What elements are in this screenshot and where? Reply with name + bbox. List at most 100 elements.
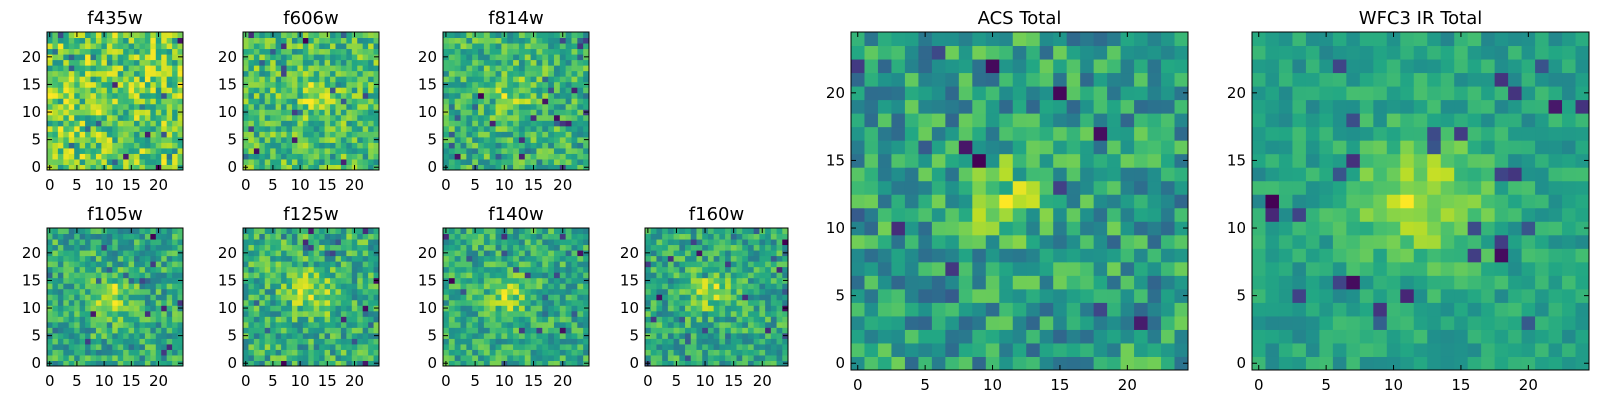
heatmap-cell [577, 142, 584, 149]
heatmap-cell [313, 239, 320, 246]
heatmap-cell [259, 92, 266, 99]
heatmap-cell [972, 234, 987, 249]
heatmap-cell [275, 283, 282, 290]
heatmap-cell [489, 261, 497, 268]
heatmap-cell [330, 136, 336, 143]
heatmap-cell [742, 349, 749, 356]
heatmap-cell [291, 360, 298, 367]
heatmap-cell [357, 360, 364, 367]
heatmap-cell [335, 32, 342, 39]
heatmap-cell [123, 131, 130, 138]
heatmap-cell [448, 338, 456, 345]
heatmap-cell [357, 70, 364, 77]
heatmap-cell [117, 233, 124, 240]
heatmap-cell [79, 233, 86, 240]
heatmap-cell [443, 244, 450, 251]
heatmap-cell [472, 244, 479, 251]
heatmap-cell [313, 294, 320, 301]
heatmap-cell [690, 327, 697, 334]
heatmap-cell [985, 194, 1000, 209]
heatmap-cell [85, 244, 92, 251]
heatmap-cell [513, 239, 520, 246]
heatmap-cell [313, 120, 320, 127]
heatmap-cell [725, 283, 732, 290]
heatmap-cell [177, 288, 184, 295]
heatmap-cell [340, 147, 347, 154]
heatmap-cell [513, 343, 520, 350]
heatmap-cell [90, 48, 97, 55]
heatmap-cell [565, 37, 572, 44]
heatmap-cell [770, 266, 778, 273]
heatmap-cell [47, 266, 53, 273]
heatmap-cell [150, 332, 157, 339]
heatmap-cell [340, 43, 347, 50]
heatmap-cell [460, 327, 467, 334]
heatmap-cell [134, 332, 140, 339]
heatmap-cell [483, 349, 491, 356]
heatmap-cell [63, 261, 70, 268]
heatmap-cell [489, 332, 497, 339]
heatmap-cell [472, 120, 479, 127]
heatmap-cell [177, 131, 184, 138]
heatmap-cell [472, 266, 479, 273]
heatmap-cell [74, 76, 81, 83]
heatmap-cell [507, 147, 514, 154]
heatmap-cell [489, 81, 497, 88]
heatmap-cell [253, 164, 260, 171]
heatmap-cell [918, 194, 933, 209]
heatmap-cell [770, 316, 778, 323]
heatmap-cell [291, 120, 298, 127]
heatmap-cell [373, 131, 380, 138]
x-tick-label: 10 [495, 176, 514, 194]
heatmap-cell [172, 120, 179, 127]
heatmap-cell [259, 103, 266, 110]
heatmap-cell [571, 299, 578, 306]
heatmap-cell [63, 228, 70, 235]
heatmap-cell [63, 109, 70, 116]
heatmap-cell [281, 360, 288, 367]
heatmap-cell [696, 327, 703, 334]
heatmap-cell [57, 81, 64, 88]
heatmap-cell [999, 221, 1014, 236]
heatmap-cell [161, 316, 168, 323]
heatmap-cell [524, 131, 532, 138]
heatmap-cell [155, 338, 162, 345]
heatmap-cell [1026, 342, 1041, 357]
heatmap-cell [673, 343, 680, 350]
heatmap-cell [536, 164, 543, 171]
heatmap-cell [85, 158, 92, 165]
heatmap-cell [466, 37, 473, 44]
heatmap-cell [144, 349, 151, 356]
heatmap-cell [368, 250, 375, 257]
heatmap-cell [507, 131, 514, 138]
heatmap-cell [335, 87, 342, 94]
heatmap-cell [443, 48, 450, 55]
heatmap-cell [373, 98, 380, 105]
heatmap-cells [243, 228, 380, 367]
heatmap-cell [466, 255, 473, 262]
heatmap-cell [1147, 356, 1162, 371]
heatmap-cell [85, 87, 92, 94]
heatmap-cell [483, 136, 491, 143]
heatmap-cell [518, 114, 526, 121]
heatmap-cell [74, 327, 81, 334]
heatmap-cell [565, 288, 572, 295]
heatmap-cell [357, 321, 364, 328]
heatmap-cell [286, 32, 293, 39]
heatmap-cell [297, 261, 304, 268]
heatmap-cell [483, 305, 491, 312]
heatmap-cell [281, 332, 288, 339]
heatmap-cell [134, 131, 140, 138]
heatmap-cell [351, 48, 358, 55]
heatmap-cell [495, 70, 502, 77]
heatmap-cell [308, 103, 315, 110]
heatmap-cell [460, 125, 467, 132]
heatmap-cell [117, 153, 124, 160]
heatmap-cell [101, 321, 108, 328]
heatmap-cell [448, 109, 456, 116]
heatmap-cell [106, 142, 113, 149]
heatmap-cell [308, 299, 315, 306]
y-tick-label: 0 [427, 158, 437, 176]
heatmap-cell [362, 233, 369, 240]
